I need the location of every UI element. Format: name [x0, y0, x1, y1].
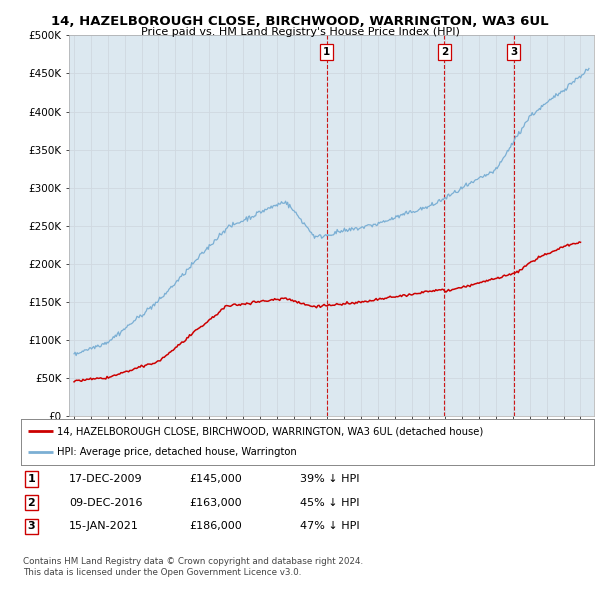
Text: 09-DEC-2016: 09-DEC-2016 — [69, 498, 143, 507]
Text: Contains HM Land Registry data © Crown copyright and database right 2024.: Contains HM Land Registry data © Crown c… — [23, 558, 363, 566]
Text: HPI: Average price, detached house, Warrington: HPI: Average price, detached house, Warr… — [57, 447, 297, 457]
Text: 15-JAN-2021: 15-JAN-2021 — [69, 522, 139, 531]
Text: 47% ↓ HPI: 47% ↓ HPI — [300, 522, 359, 531]
Text: 2: 2 — [441, 47, 448, 57]
Text: 45% ↓ HPI: 45% ↓ HPI — [300, 498, 359, 507]
Text: 14, HAZELBOROUGH CLOSE, BIRCHWOOD, WARRINGTON, WA3 6UL (detached house): 14, HAZELBOROUGH CLOSE, BIRCHWOOD, WARRI… — [57, 427, 484, 437]
Text: 1: 1 — [28, 474, 35, 484]
Text: £145,000: £145,000 — [189, 474, 242, 484]
Text: This data is licensed under the Open Government Licence v3.0.: This data is licensed under the Open Gov… — [23, 568, 301, 577]
Text: 17-DEC-2009: 17-DEC-2009 — [69, 474, 143, 484]
Text: 3: 3 — [28, 522, 35, 531]
Text: Price paid vs. HM Land Registry's House Price Index (HPI): Price paid vs. HM Land Registry's House … — [140, 27, 460, 37]
Text: £163,000: £163,000 — [189, 498, 242, 507]
Text: 39% ↓ HPI: 39% ↓ HPI — [300, 474, 359, 484]
Text: £186,000: £186,000 — [189, 522, 242, 531]
Text: 3: 3 — [510, 47, 517, 57]
Text: 2: 2 — [28, 498, 35, 507]
Text: 14, HAZELBOROUGH CLOSE, BIRCHWOOD, WARRINGTON, WA3 6UL: 14, HAZELBOROUGH CLOSE, BIRCHWOOD, WARRI… — [51, 15, 549, 28]
Text: 1: 1 — [323, 47, 330, 57]
